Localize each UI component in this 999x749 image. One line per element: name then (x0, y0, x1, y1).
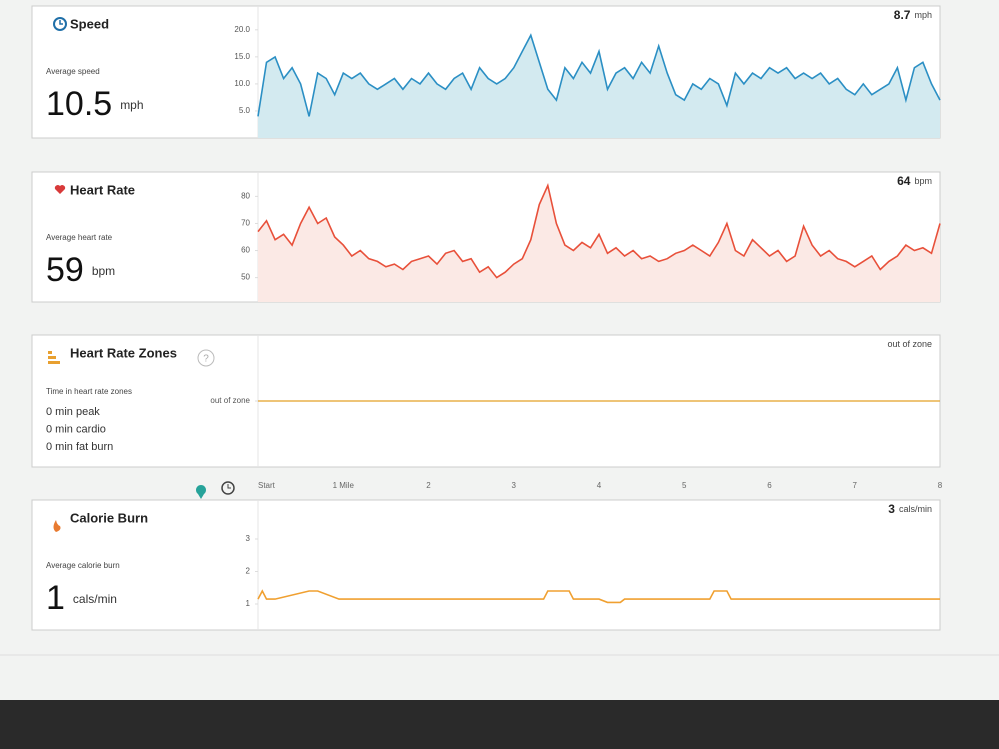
bezel (0, 700, 999, 749)
panel-title: Heart Rate (70, 182, 135, 197)
summary: 10.5 mph (46, 85, 144, 123)
y-tick-label: 1 (246, 599, 251, 608)
current-value: 3 cals/min (888, 502, 932, 516)
zones-icon (48, 351, 60, 364)
x-tick-label: 3 (512, 481, 517, 490)
help-mark[interactable]: ? (203, 354, 209, 365)
y-tick-label: 80 (241, 191, 250, 200)
current-number: out of zone (887, 339, 932, 349)
x-tick-label: 4 (597, 481, 602, 490)
time-hand (227, 484, 231, 489)
summary-unit: mph (120, 98, 143, 112)
current-unit: mph (914, 10, 932, 20)
heart-icon (54, 185, 66, 194)
summary-label: Average calorie burn (46, 561, 120, 570)
x-tick-label: 1 Mile (333, 481, 355, 490)
current-value: out of zone (887, 339, 932, 349)
summary-label: Average heart rate (46, 233, 113, 242)
panel-title: Calorie Burn (70, 510, 148, 525)
summary-value: 1 (46, 579, 65, 617)
clock-hand (59, 20, 63, 25)
panel (31, 499, 941, 631)
zone-line: 0 min peak (46, 406, 100, 418)
summary-unit: cals/min (73, 592, 117, 606)
summary-label: Average speed (46, 67, 100, 76)
zone-line: 0 min fat burn (46, 441, 113, 453)
area (258, 185, 940, 302)
current-value: 8.7 mph (894, 8, 932, 22)
x-tick-label: Start (258, 481, 276, 490)
icons: ? (48, 17, 235, 532)
y-tick-label: 10.0 (234, 79, 250, 88)
y-tick-label: 70 (241, 219, 250, 228)
y-tick-label: 50 (241, 273, 250, 282)
current-number: 64 (897, 174, 911, 188)
line (257, 33, 941, 117)
summary-unit: bpm (92, 264, 115, 278)
time-icon[interactable] (221, 481, 235, 495)
y-tick-label: 15.0 (234, 52, 250, 61)
summary-label: Time in heart rate zones (46, 387, 132, 396)
y-tick-label: 5.0 (239, 106, 251, 115)
x-tick-label: 7 (853, 481, 858, 490)
summary: 1 cals/min (46, 579, 117, 617)
x-tick-label: 6 (767, 481, 772, 490)
zone-line: 0 min cardio (46, 423, 106, 435)
panel-title: Speed (70, 16, 109, 31)
line (257, 589, 940, 604)
y-tick-label: 20.0 (234, 25, 250, 34)
line (257, 182, 941, 279)
current-unit: bpm (914, 176, 932, 186)
current-number: 3 (888, 502, 895, 516)
flame-icon (53, 520, 61, 532)
current-number: 8.7 (894, 8, 911, 22)
current-unit: cals/min (899, 504, 932, 514)
y-tick-label: 2 (246, 567, 251, 576)
help-icon[interactable] (197, 349, 215, 367)
current-value: 64 bpm (897, 174, 932, 188)
x-tick-label: 2 (426, 481, 431, 490)
y-tick-label: 3 (246, 534, 251, 543)
area (258, 35, 940, 139)
location-icon[interactable] (196, 485, 207, 499)
x-tick-label: 8 (938, 481, 943, 490)
summary-value: 10.5 (46, 85, 112, 123)
x-tick-label: 5 (682, 481, 687, 490)
summary-value: 59 (46, 251, 84, 289)
clock-icon (53, 17, 67, 31)
panel-title: Heart Rate Zones (70, 345, 177, 360)
y-tick-label: out of zone (210, 396, 250, 405)
summary: 59 bpm (46, 251, 115, 289)
y-tick-label: 60 (241, 246, 250, 255)
